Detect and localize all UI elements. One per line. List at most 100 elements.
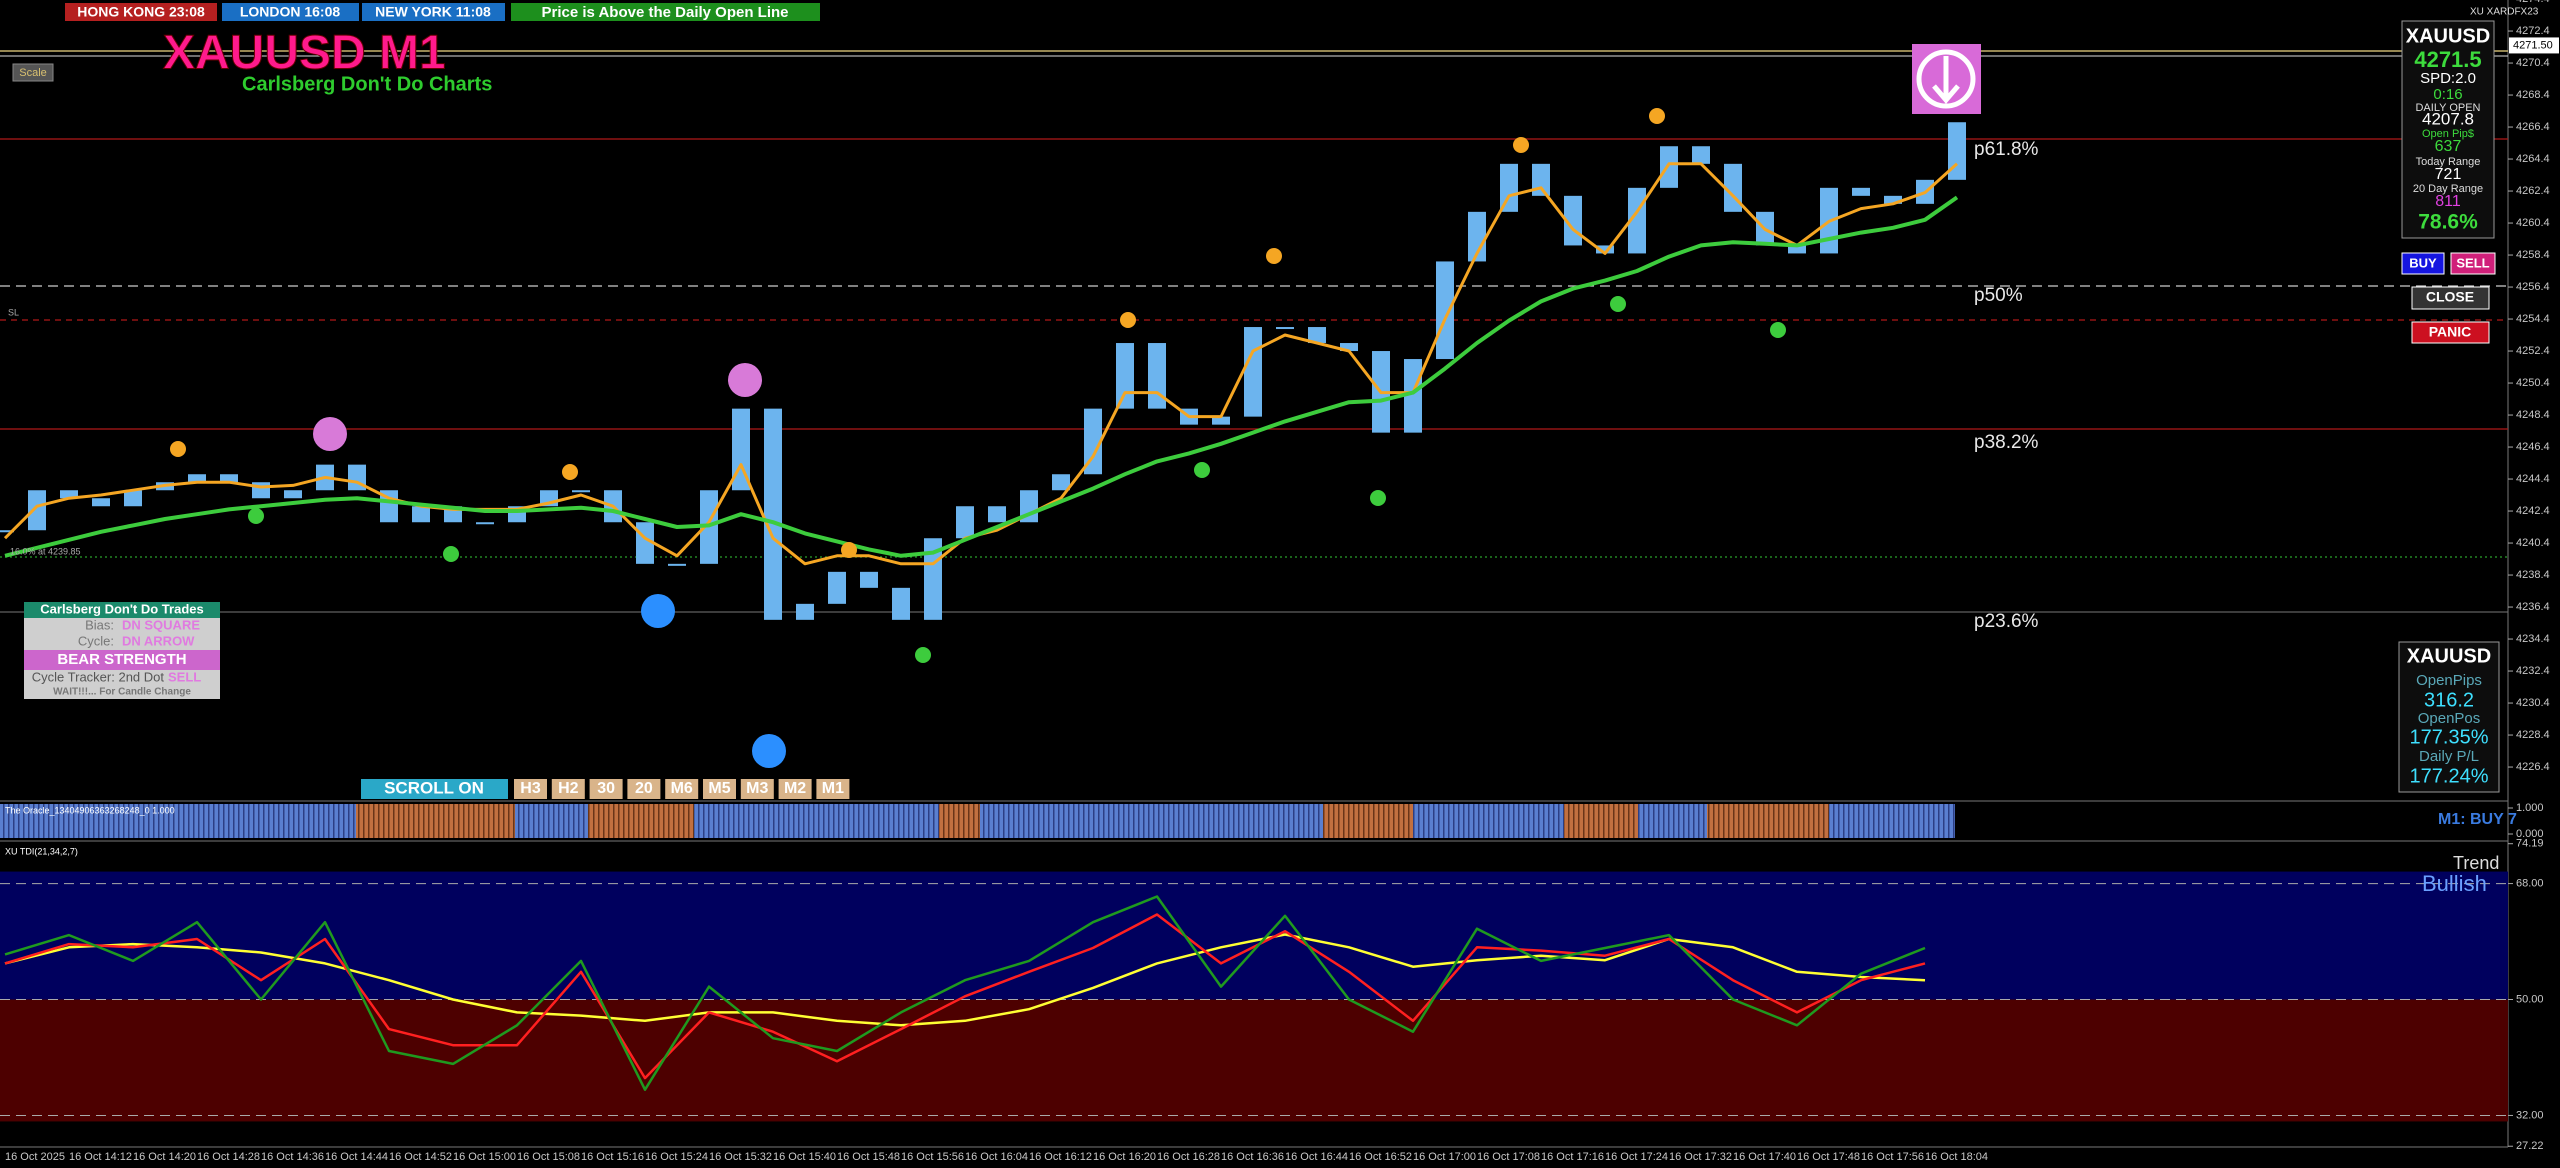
panic-button[interactable] bbox=[2411, 321, 2490, 344]
x-tick-label: 16 Oct 14:28 bbox=[197, 1151, 260, 1163]
x-tick-label: 16 Oct 16:28 bbox=[1157, 1151, 1220, 1163]
label: Open Pip$ bbox=[2422, 128, 2474, 140]
tdi-line bbox=[4, 933, 1926, 1027]
y-tick-label: 4264.4 bbox=[2516, 153, 2550, 165]
timeframe-label[interactable]: M3 bbox=[746, 780, 768, 797]
symbol: XAUUSD bbox=[2406, 25, 2490, 47]
panel-header: Carlsberg Don't Do Trades bbox=[40, 601, 203, 616]
price: 4271.5 bbox=[2414, 47, 2481, 72]
scale-button[interactable] bbox=[12, 63, 54, 82]
timeframe-button[interactable] bbox=[703, 779, 736, 799]
sell-label[interactable]: SELL bbox=[2456, 255, 2489, 270]
x-tick-label: 16 Oct 15:08 bbox=[517, 1151, 580, 1163]
timeframe-label[interactable]: 30 bbox=[597, 780, 615, 797]
timeframe-button[interactable] bbox=[740, 779, 774, 799]
candle bbox=[572, 490, 590, 493]
x-tick-label: 16 Oct 14:20 bbox=[133, 1151, 196, 1163]
y-tick-label: 4244.4 bbox=[2516, 473, 2550, 485]
tdi-line bbox=[4, 895, 1926, 1091]
timeframe-button[interactable] bbox=[627, 779, 661, 799]
x-tick-label: 16 Oct 15:16 bbox=[581, 1151, 644, 1163]
candle bbox=[1468, 211, 1486, 262]
level-label: p50% bbox=[1974, 285, 2023, 306]
candle bbox=[1340, 343, 1358, 352]
timeframe-button[interactable] bbox=[514, 779, 547, 799]
timeframe-button[interactable] bbox=[551, 779, 585, 799]
timeframe-label[interactable]: M6 bbox=[671, 780, 693, 797]
y-tick-label: 4260.4 bbox=[2516, 217, 2550, 229]
candle bbox=[476, 522, 494, 525]
price-tag-label: 4271.50 bbox=[2513, 39, 2553, 51]
timeframe-button[interactable] bbox=[816, 779, 850, 799]
x-tick-label: 16 Oct 14:12 bbox=[69, 1151, 132, 1163]
timeframe-label[interactable]: M2 bbox=[784, 780, 806, 797]
scroll-button[interactable] bbox=[361, 779, 508, 799]
candle bbox=[124, 490, 142, 507]
sell-button[interactable] bbox=[2450, 252, 2496, 275]
timeframe-button[interactable] bbox=[589, 779, 623, 799]
value: SELL bbox=[168, 669, 201, 684]
candle bbox=[668, 563, 686, 566]
candle bbox=[220, 474, 238, 483]
value: 4207.8 bbox=[2422, 109, 2474, 128]
x-tick-label: 16 Oct 17:16 bbox=[1541, 1151, 1604, 1163]
x-tick-label: 16 Oct 15:24 bbox=[645, 1151, 708, 1163]
candle bbox=[412, 506, 430, 523]
close-button[interactable] bbox=[2411, 286, 2490, 310]
scroll-label[interactable]: SCROLL ON bbox=[384, 778, 484, 797]
candle bbox=[188, 474, 206, 483]
y-tick-label: 4248.4 bbox=[2516, 409, 2550, 421]
candle bbox=[1212, 416, 1230, 425]
bull-zone bbox=[0, 871, 2508, 1000]
spread: SPD:2.0 bbox=[2420, 70, 2476, 87]
y-tick-label: 4246.4 bbox=[2516, 441, 2550, 453]
label: Cycle Tracker: 2nd Dot bbox=[32, 669, 165, 684]
timeframe-button[interactable] bbox=[778, 779, 812, 799]
info-panel: XAUUSD 4271.5 SPD:2.0 0:16 DAILY OPEN 42… bbox=[2401, 20, 2495, 239]
level-label: p38.2% bbox=[1974, 432, 2039, 453]
timeframe-button[interactable] bbox=[665, 779, 699, 799]
y-tick-label: 0.000 bbox=[2516, 828, 2544, 840]
scale-label[interactable]: Scale bbox=[19, 67, 47, 79]
y-tick-label: 4240.4 bbox=[2516, 537, 2550, 549]
close-label[interactable]: CLOSE bbox=[2426, 289, 2474, 305]
timeframe-label[interactable]: M5 bbox=[708, 780, 730, 797]
candle bbox=[60, 490, 78, 499]
x-tick-label: 16 Oct 17:56 bbox=[1861, 1151, 1924, 1163]
value: 177.24% bbox=[2410, 765, 2489, 787]
chart-title: XAUUSD M1 bbox=[163, 27, 446, 80]
candle bbox=[0, 530, 14, 533]
bear-zone bbox=[0, 999, 2508, 1122]
y-tick-label: 27.22 bbox=[2516, 1140, 2544, 1152]
y-tick-label: 4232.4 bbox=[2516, 665, 2550, 677]
timeframe-label[interactable]: 20 bbox=[635, 780, 653, 797]
x-tick-label: 16 Oct 14:52 bbox=[389, 1151, 452, 1163]
y-tick-label: 4250.4 bbox=[2516, 377, 2550, 389]
y-tick-label: 4272.4 bbox=[2516, 25, 2550, 37]
panic-label[interactable]: PANIC bbox=[2429, 324, 2472, 340]
tdi-title: XU TDI(21,34,2,7) bbox=[5, 846, 78, 856]
wait: WAIT!!!... For Candle Change bbox=[53, 687, 191, 698]
y-tick-label: 68.00 bbox=[2516, 877, 2544, 889]
label: Bias: bbox=[85, 617, 114, 632]
buy-button[interactable] bbox=[2401, 252, 2445, 275]
timeframe-label[interactable]: H2 bbox=[558, 780, 579, 797]
buy-label[interactable]: BUY bbox=[2409, 255, 2437, 270]
y-tick-label: 4242.4 bbox=[2516, 505, 2550, 517]
moving-average bbox=[4, 195, 1959, 558]
tdi-line bbox=[4, 913, 1926, 1080]
x-tick-label: 16 Oct 16:52 bbox=[1349, 1151, 1412, 1163]
timeframe-label[interactable]: H3 bbox=[520, 780, 541, 797]
y-tick-label: 4254.4 bbox=[2516, 313, 2550, 325]
account: XU XARDFX23 bbox=[2470, 7, 2539, 18]
candle bbox=[1884, 195, 1902, 204]
timeframe-label[interactable]: M1 bbox=[822, 780, 844, 797]
position-panel: XAUUSD OpenPips 316.2 OpenPos 177.35% Da… bbox=[2398, 641, 2500, 793]
candle bbox=[1660, 146, 1678, 188]
y-tick-label: 4236.4 bbox=[2516, 601, 2550, 613]
y-tick-label: 4228.4 bbox=[2516, 729, 2550, 741]
x-tick-label: 16 Oct 16:04 bbox=[965, 1151, 1028, 1163]
x-tick-label: 16 Oct 17:08 bbox=[1477, 1151, 1540, 1163]
x-tick-label: 16 Oct 16:44 bbox=[1285, 1151, 1348, 1163]
